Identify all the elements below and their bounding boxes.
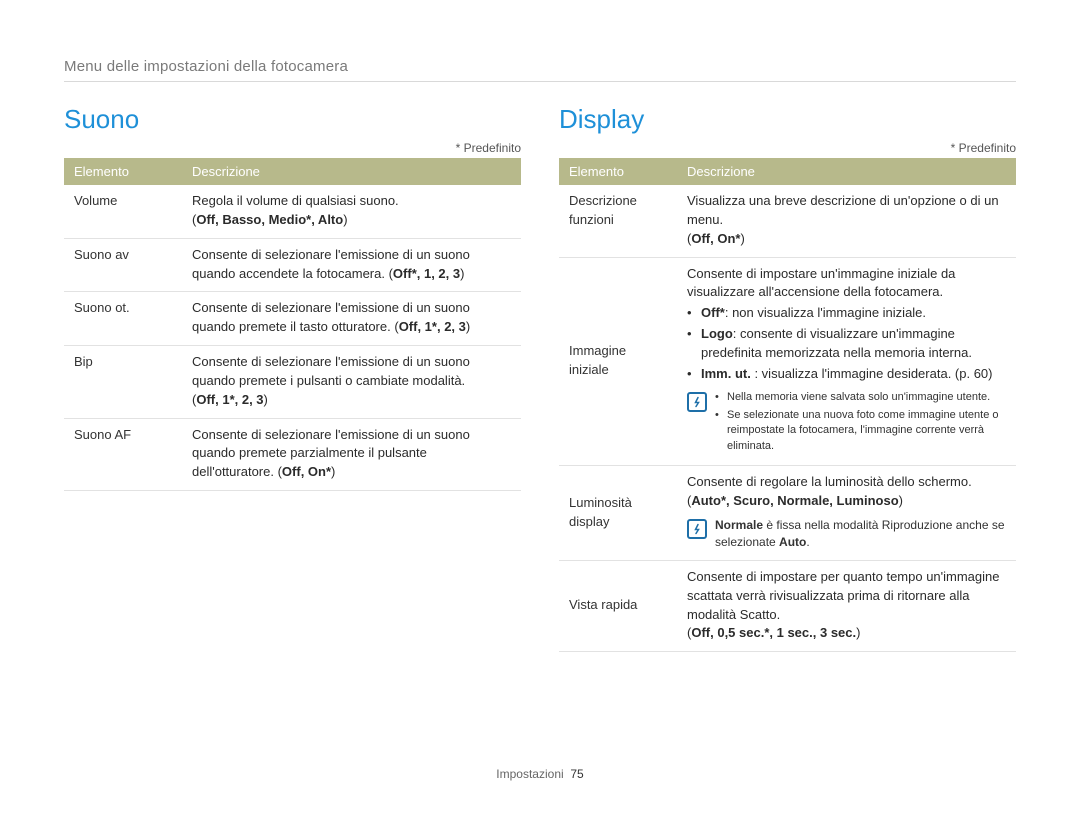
bullet-list: Off*: non visualizza l'immagine iniziale…: [687, 304, 1006, 383]
b-imm: Imm. ut.: [701, 366, 751, 381]
opts: Off, On*: [691, 231, 740, 246]
list-item: Logo: consente di visualizzare un'immagi…: [687, 325, 1006, 363]
page-number: 75: [570, 767, 583, 781]
suono-table: Elemento Descrizione Volume Regola il vo…: [64, 158, 521, 491]
row-desc: Consente di selezionare l'emissione di u…: [182, 238, 521, 292]
intro-text: Consente di impostare un'immagine inizia…: [687, 265, 1006, 303]
row-desc: Visualizza una breve descrizione di un'o…: [677, 185, 1016, 257]
row-desc: Consente di regolare la luminosità dello…: [677, 466, 1016, 560]
opts: Off, Basso, Medio*, Alto: [196, 212, 343, 227]
desc-text: Consente di regolare la luminosità dello…: [687, 474, 972, 489]
table-row: Bip Consente di selezionare l'emissione …: [64, 346, 521, 419]
row-label: Luminosità display: [559, 466, 677, 560]
predef-label-right: * Predefinito: [559, 141, 1016, 155]
opts-close: ): [264, 392, 268, 407]
note-box: Nella memoria viene salvata solo un'imma…: [687, 390, 1006, 458]
note-box: Normale è fissa nella modalità Riproduzi…: [687, 517, 1006, 552]
display-table: Elemento Descrizione Descrizione funzion…: [559, 158, 1016, 652]
row-label: Descrizione funzioni: [559, 185, 677, 257]
row-label: Suono ot.: [64, 292, 182, 346]
table-row: Luminosità display Consente di regolare …: [559, 466, 1016, 560]
desc-text: Consente di impostare per quanto tempo u…: [687, 569, 1000, 622]
note-end: .: [806, 535, 809, 549]
row-label: Vista rapida: [559, 560, 677, 651]
opts: Off, 1*, 2, 3: [399, 319, 466, 334]
row-desc: Consente di selezionare l'emissione di u…: [182, 418, 521, 491]
b-logo: Logo: [701, 326, 733, 341]
suono-column: Suono * Predefinito Elemento Descrizione…: [64, 104, 521, 652]
table-row: Descrizione funzioni Visualizza una brev…: [559, 185, 1016, 257]
suono-title: Suono: [64, 104, 521, 135]
note-b2: Auto: [779, 535, 806, 549]
desc-text2: ): [460, 266, 464, 281]
th-element: Elemento: [559, 158, 677, 185]
page-root: Menu delle impostazioni della fotocamera…: [0, 0, 1080, 815]
content-columns: Suono * Predefinito Elemento Descrizione…: [64, 104, 1016, 652]
note-item: Nella memoria viene salvata solo un'imma…: [715, 390, 1006, 406]
desc-text: Visualizza una breve descrizione di un'o…: [687, 193, 999, 227]
table-row: Suono ot. Consente di selezionare l'emis…: [64, 292, 521, 346]
row-label: Volume: [64, 185, 182, 238]
note-icon: [687, 392, 707, 412]
row-desc: Consente di selezionare l'emissione di u…: [182, 346, 521, 419]
opts-close: ): [856, 625, 860, 640]
list-item: Imm. ut. : visualizza l'immagine desider…: [687, 365, 1006, 384]
imm-text: : visualizza l'immagine desiderata. (p. …: [751, 366, 993, 381]
th-element: Elemento: [64, 158, 182, 185]
opts-close: ): [740, 231, 744, 246]
predef-label-left: * Predefinito: [64, 141, 521, 155]
th-description: Descrizione: [677, 158, 1016, 185]
row-label: Suono av: [64, 238, 182, 292]
note-body: Normale è fissa nella modalità Riproduzi…: [715, 517, 1006, 552]
note-item: Se selezionate una nuova foto come immag…: [715, 408, 1006, 456]
off-text: : non visualizza l'immagine iniziale.: [725, 305, 926, 320]
breadcrumb: Menu delle impostazioni della fotocamera: [64, 58, 1016, 82]
opts: Off, 1*, 2, 3: [196, 392, 263, 407]
desc-text2: ): [466, 319, 470, 334]
desc-text: Regola il volume di qualsiasi suono.: [192, 193, 399, 208]
row-label: Bip: [64, 346, 182, 419]
row-desc: Consente di impostare per quanto tempo u…: [677, 560, 1016, 651]
row-label: Immagine iniziale: [559, 257, 677, 466]
logo-text: : consente di visualizzare un'immagine p…: [701, 326, 972, 360]
list-item: Off*: non visualizza l'immagine iniziale…: [687, 304, 1006, 323]
opts-close: ): [343, 212, 347, 227]
row-desc: Regola il volume di qualsiasi suono. (Of…: [182, 185, 521, 238]
table-row: Immagine iniziale Consente di impostare …: [559, 257, 1016, 466]
opts: Auto*, Scuro, Normale, Luminoso: [691, 493, 898, 508]
th-description: Descrizione: [182, 158, 521, 185]
note-body: Nella memoria viene salvata solo un'imma…: [715, 390, 1006, 458]
display-column: Display * Predefinito Elemento Descrizio…: [559, 104, 1016, 652]
table-row: Volume Regola il volume di qualsiasi suo…: [64, 185, 521, 238]
table-row: Vista rapida Consente di impostare per q…: [559, 560, 1016, 651]
note-list: Nella memoria viene salvata solo un'imma…: [715, 390, 1006, 456]
opts: Off, 0,5 sec.*, 1 sec., 3 sec.: [691, 625, 856, 640]
opts: Off*, 1, 2, 3: [393, 266, 460, 281]
row-label: Suono AF: [64, 418, 182, 491]
footer-section: Impostazioni: [496, 767, 563, 781]
desc-text: Consente di selezionare l'emissione di u…: [192, 354, 470, 388]
desc-text2: ): [331, 464, 335, 479]
row-desc: Consente di impostare un'immagine inizia…: [677, 257, 1016, 466]
display-title: Display: [559, 104, 1016, 135]
table-row: Suono AF Consente di selezionare l'emiss…: [64, 418, 521, 491]
page-footer: Impostazioni 75: [0, 767, 1080, 781]
note-b1: Normale: [715, 518, 763, 532]
table-row: Suono av Consente di selezionare l'emiss…: [64, 238, 521, 292]
note-icon: [687, 519, 707, 539]
b-off: Off*: [701, 305, 725, 320]
row-desc: Consente di selezionare l'emissione di u…: [182, 292, 521, 346]
opts: Off, On*: [282, 464, 331, 479]
opts-close: ): [899, 493, 903, 508]
